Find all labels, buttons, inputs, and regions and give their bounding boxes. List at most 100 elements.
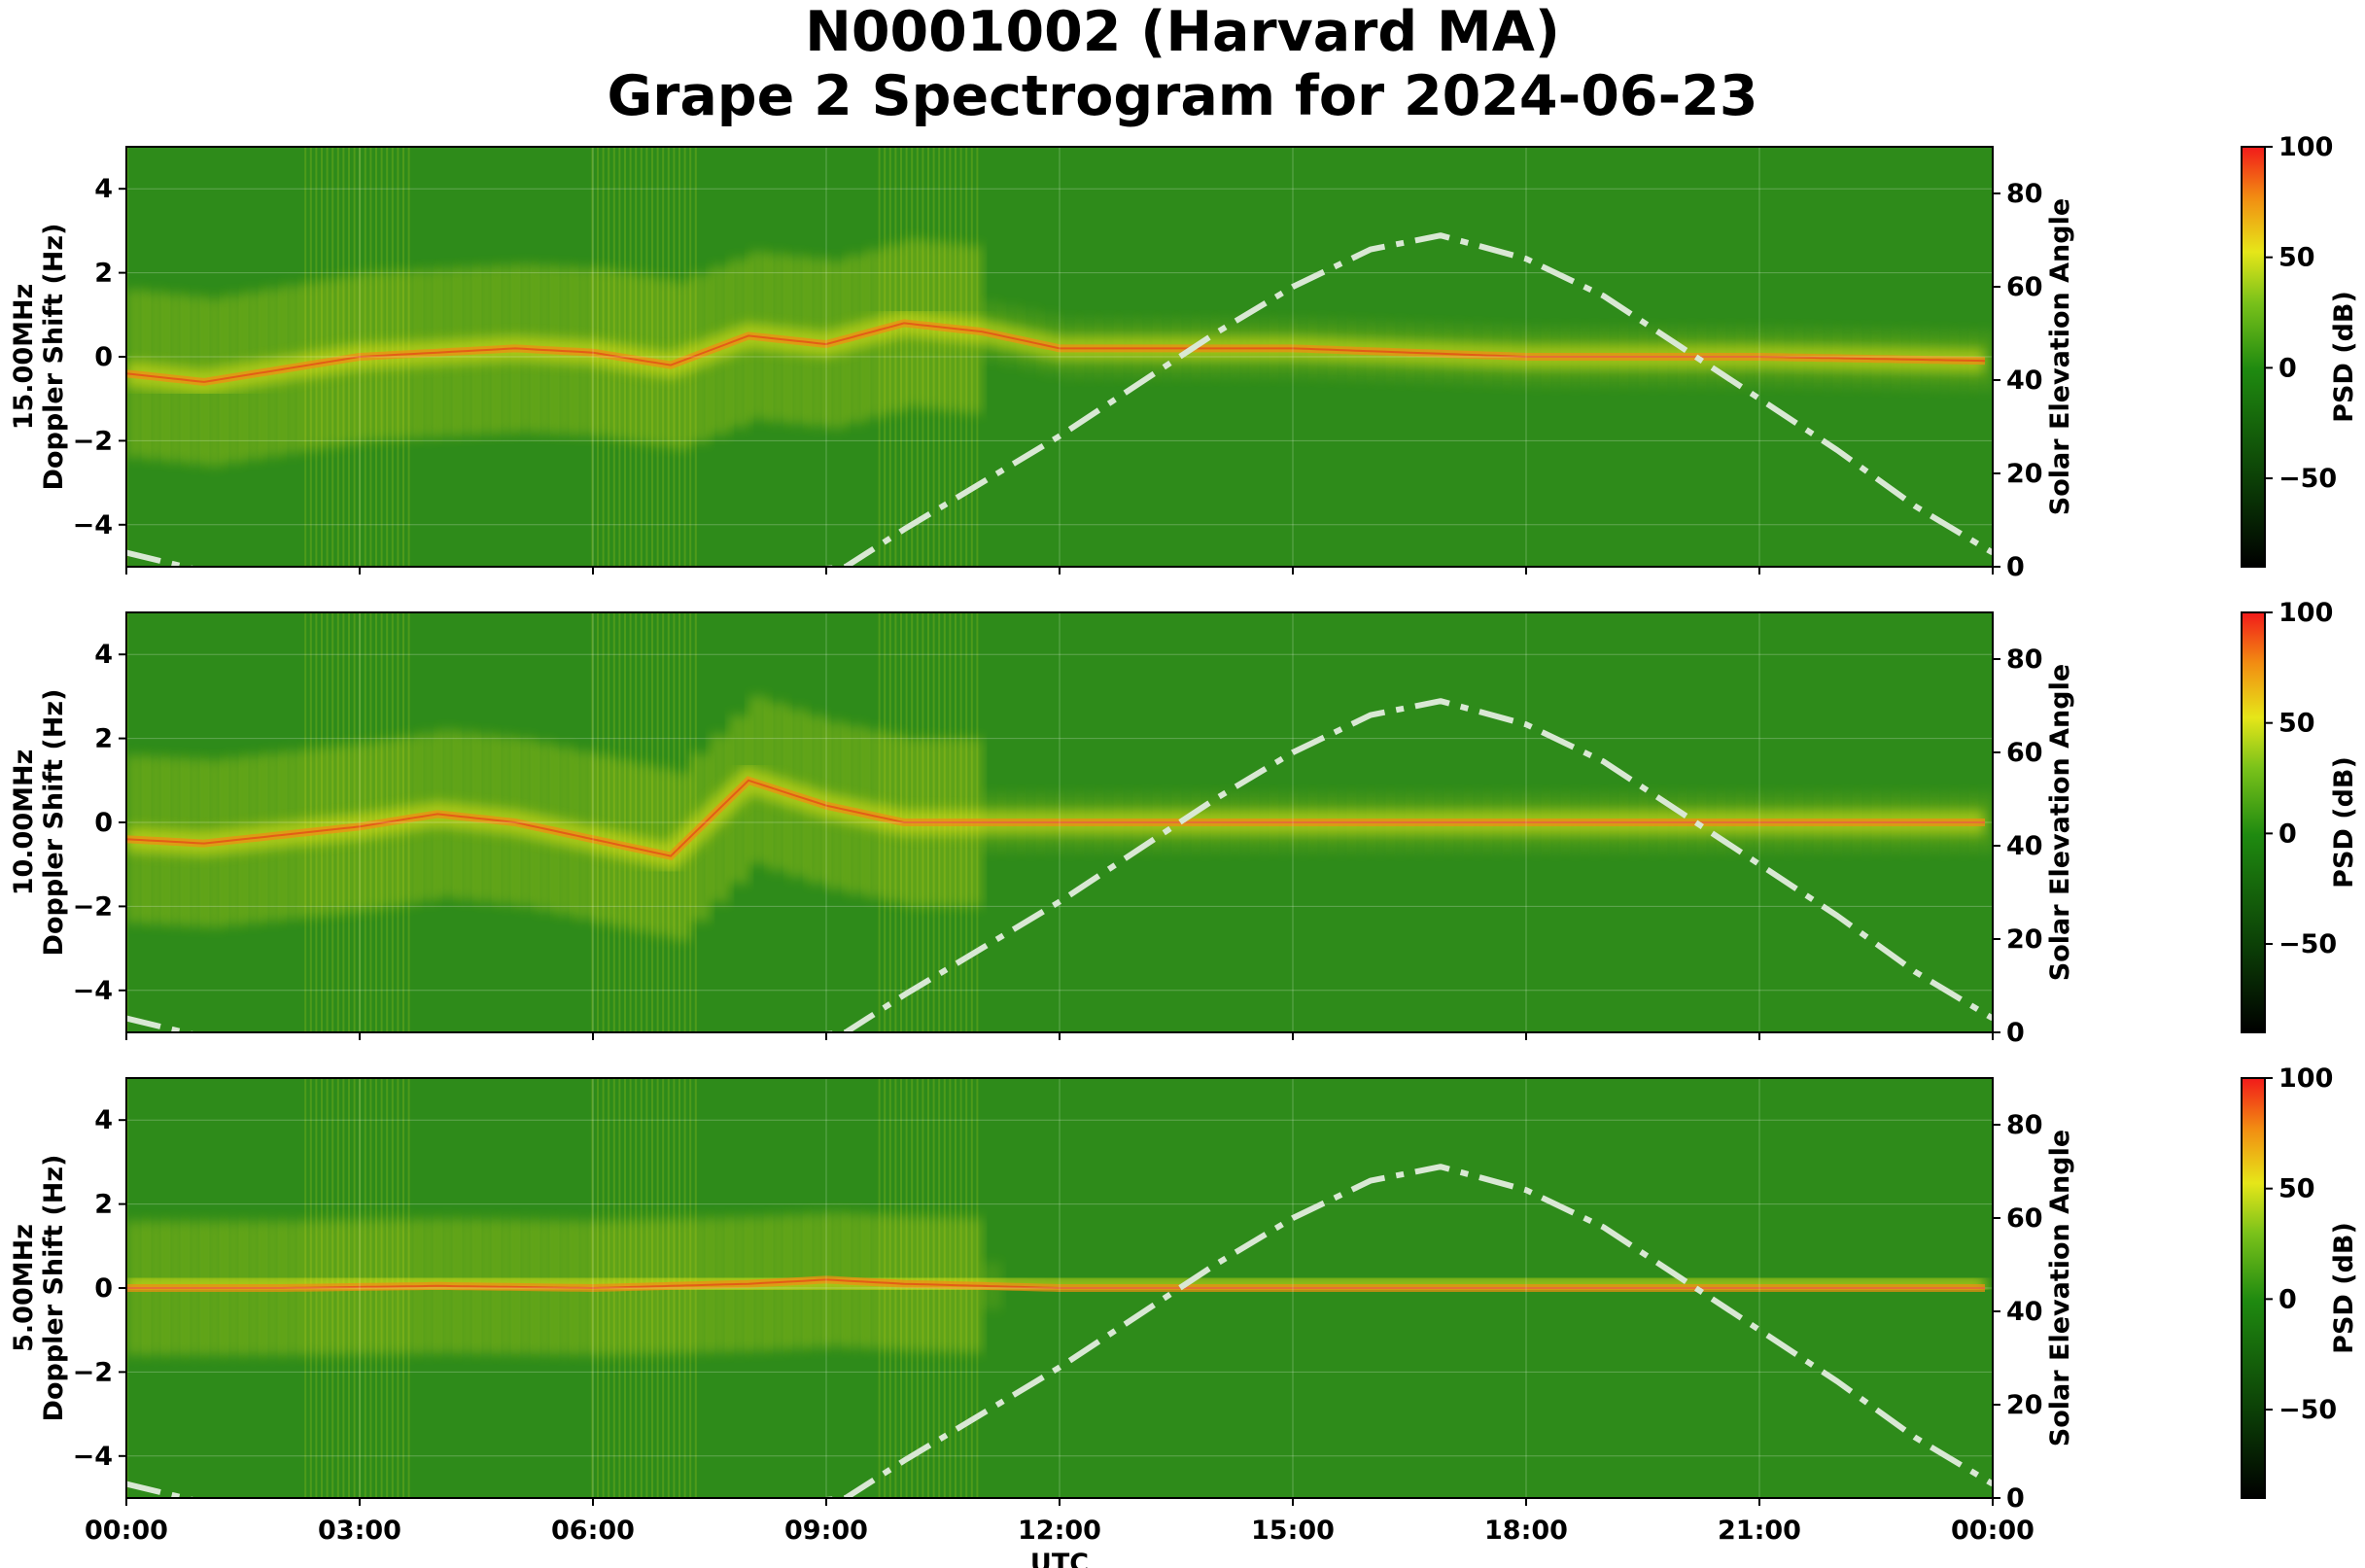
panel-frequency-label: 15.00MHz [9,284,39,431]
carrier-core [126,1278,1985,1290]
colorbar-label: PSD (dB) [2329,1222,2359,1354]
y2-tick-label: 40 [2006,366,2043,396]
x-tick-label: 00:00 [85,1516,168,1546]
noise-streak [645,612,648,1032]
noise-streak [905,147,908,567]
noise-streak [959,147,962,567]
colorbar-tick-label: 50 [2278,709,2315,739]
noise-streak [965,147,968,567]
colorbar-scale [2241,611,2266,1033]
y2-tick-label: 60 [2006,272,2043,302]
y-tick-label: 4 [94,174,113,204]
noise-streak [651,612,653,1032]
colorbar-tick-label: −50 [2278,464,2337,494]
colorbar-tick-label: 0 [2278,819,2297,849]
figure-title-line-2: Grape 2 Spectrogram for 2024-06-23 [607,64,1758,128]
noise-streak [662,612,665,1032]
noise-streak [900,147,902,567]
noise-streak [597,612,599,1032]
colorbar-tick-label: 0 [2278,353,2297,383]
noise-streak [656,612,659,1032]
colorbar-tick-label: 100 [2278,1063,2333,1094]
x-tick-label: 15:00 [1251,1516,1335,1546]
y-tick-label: 0 [94,808,113,838]
solar-elevation-curve [126,232,1993,567]
noise-streak [635,612,638,1032]
colorbar-scale [2241,146,2266,568]
noise-streak [640,612,643,1032]
noise-streak [683,612,686,1032]
noise-streak [608,612,610,1032]
noise-streak [922,147,924,567]
noise-streak [667,612,670,1032]
x-axis-label: UTC [1030,1549,1089,1568]
y-tick-label: −2 [73,1357,113,1387]
y-tick-label: 4 [94,640,113,670]
noise-streak [624,612,626,1032]
y-tick-label: −4 [73,1442,113,1472]
noise-streak [911,147,914,567]
y2-axis-label: Solar Elevation Angle [2045,198,2075,515]
colorbar-tick-label: 100 [2278,132,2333,162]
spectrogram-area [126,147,1993,567]
noise-streak [976,147,979,567]
y-tick-label: 4 [94,1105,113,1135]
y-axis-label: Doppler Shift (Hz) [39,689,69,957]
colorbar-label: PSD (dB) [2329,756,2359,889]
y-tick-label: 2 [94,724,113,754]
panel-frequency-label: 5.00MHz [9,1224,39,1352]
y-tick-label: −4 [73,510,113,540]
y-axis-label: Doppler Shift (Hz) [39,224,69,491]
noise-streak [938,147,941,567]
noise-streak [618,612,621,1032]
carrier-core [126,779,1985,857]
x-tick-label: 09:00 [784,1516,868,1546]
solar-elevation-curve [126,1164,1993,1498]
x-tick-label: 12:00 [1018,1516,1101,1546]
noise-streak [894,147,897,567]
noise-streak [949,147,952,567]
x-tick-label: 00:00 [1951,1516,2035,1546]
y-tick-label: −2 [73,891,113,922]
solar-elevation-curve [126,698,1993,1032]
y2-tick-label: 20 [2006,924,2043,955]
colorbar-scale [2241,1077,2266,1499]
y-axis-label: Doppler Shift (Hz) [39,1155,69,1422]
colorbar-tick-label: 50 [2278,1174,2315,1204]
y2-axis-label: Solar Elevation Angle [2045,664,2075,981]
noise-streak [591,612,594,1032]
colorbar-tick-label: 100 [2278,598,2333,628]
noise-streak [678,612,680,1032]
noise-streak [932,147,935,567]
noise-streak [884,147,887,567]
y2-tick-label: 80 [2006,1110,2043,1140]
carrier-core [126,322,1986,383]
y2-tick-label: 0 [2006,552,2025,582]
noise-streak [888,147,891,567]
y2-tick-label: 80 [2006,645,2043,675]
noise-streak [612,612,615,1032]
noise-streak [878,147,881,567]
figure-title: N0001002 (Harvard MA) Grape 2 Spectrogra… [0,0,2365,128]
noise-streak [916,147,919,567]
y2-tick-label: 0 [2006,1018,2025,1048]
x-tick-label: 21:00 [1718,1516,1801,1546]
y2-tick-label: 60 [2006,1203,2043,1234]
y2-tick-label: 20 [2006,1390,2043,1420]
figure-title-line-1: N0001002 (Harvard MA) [805,0,1560,64]
colorbar-tick-label: −50 [2278,1395,2337,1425]
colorbar-label: PSD (dB) [2329,291,2359,423]
y-tick-label: −4 [73,976,113,1006]
noise-streak [629,612,632,1032]
x-tick-label: 03:00 [318,1516,401,1546]
panel-frequency-label: 10.00MHz [9,749,39,896]
y2-tick-label: 40 [2006,831,2043,861]
y2-axis-label: Solar Elevation Angle [2045,1130,2075,1446]
noise-streak [602,612,605,1032]
y2-tick-label: 60 [2006,738,2043,768]
y2-tick-label: 20 [2006,459,2043,489]
